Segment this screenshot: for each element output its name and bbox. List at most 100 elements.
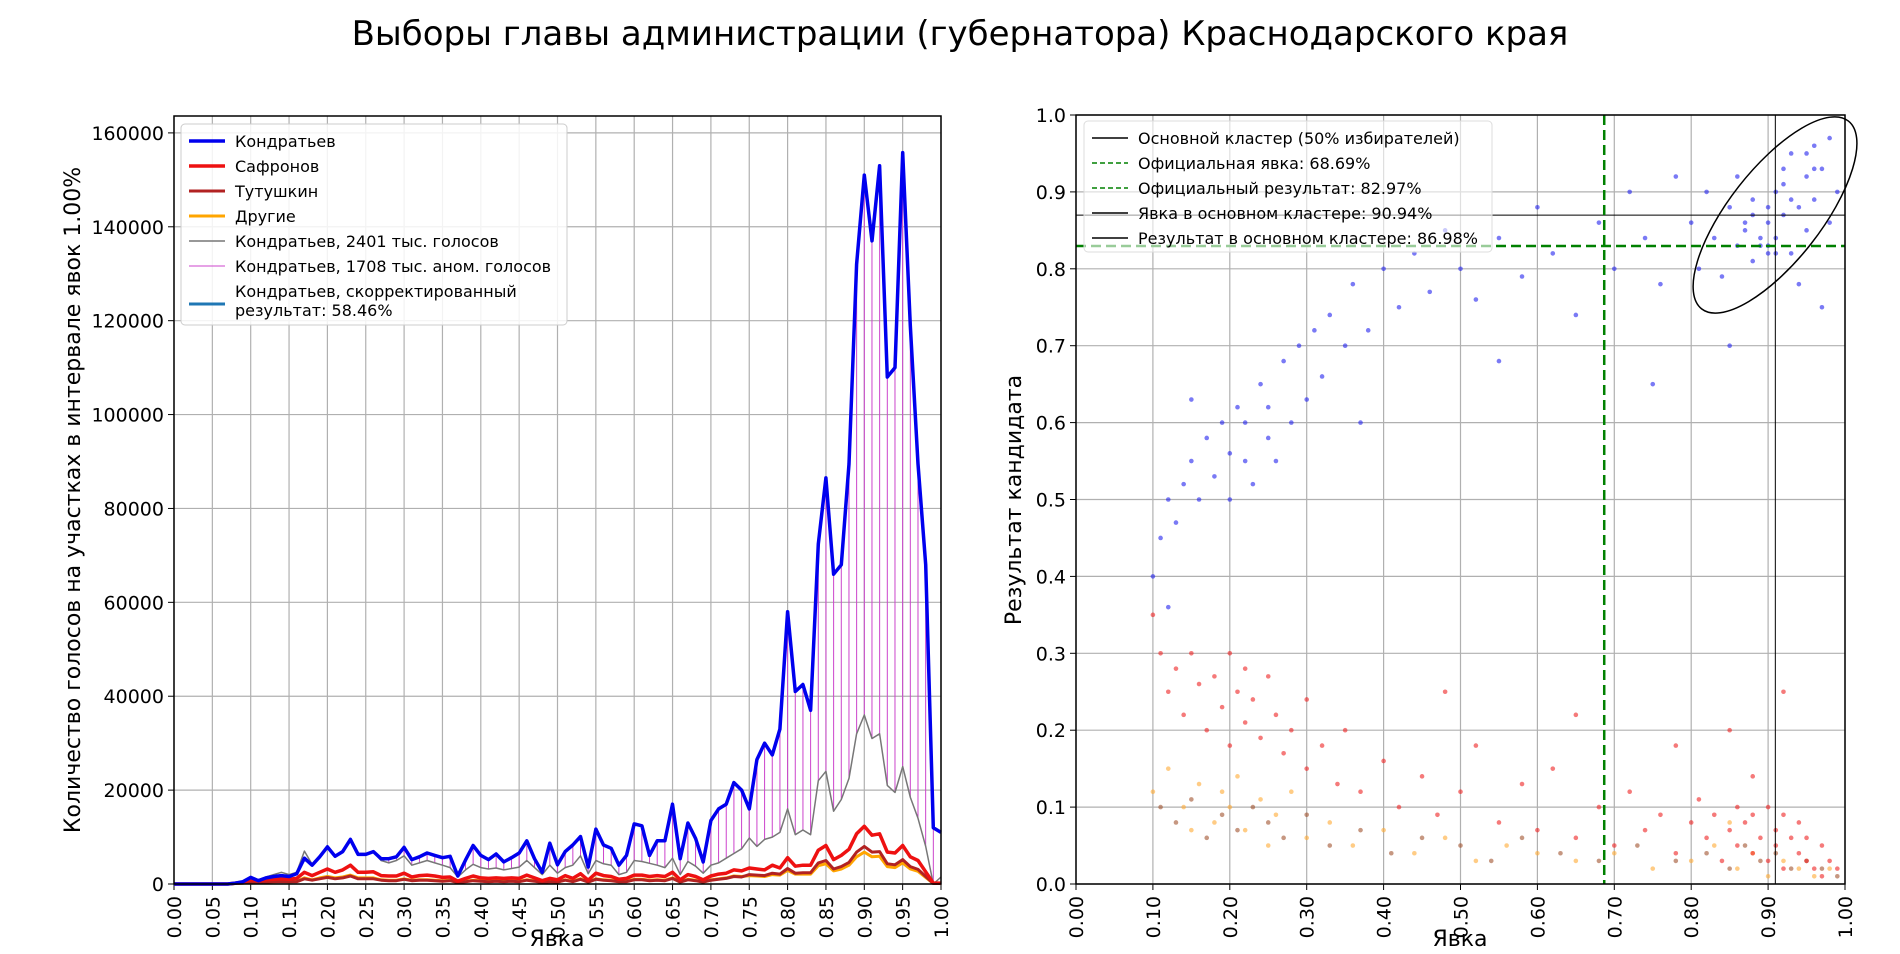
y-tick-label: 80000 (104, 498, 164, 520)
x-tick-label: 0.55 (586, 896, 608, 938)
y-tick-label: 160000 (91, 123, 164, 145)
y-tick-label: 0.3 (1036, 643, 1066, 665)
scatter-point (1381, 266, 1386, 272)
scatter-point (1189, 651, 1194, 656)
scatter-point (1304, 397, 1309, 402)
x-tick-label: 0.15 (279, 896, 301, 938)
scatter-point (1281, 835, 1286, 841)
x-tick-label: 1.00 (931, 896, 953, 938)
scatter-point (1273, 812, 1279, 818)
scatter-point (1258, 797, 1263, 802)
scatter-point (1358, 827, 1363, 833)
y-tick-label: 20000 (104, 780, 164, 802)
scatter-point (1396, 304, 1402, 310)
scatter-point (1650, 866, 1656, 871)
scatter-point (1804, 174, 1809, 179)
legend-label: Сафронов (235, 157, 319, 176)
scatter-point (1289, 727, 1294, 733)
scatter-point (1212, 474, 1217, 479)
scatter-point (1442, 689, 1448, 695)
scatter-point (1204, 835, 1210, 841)
left-y-axis-label: Количество голосов на участках в интерва… (61, 167, 86, 833)
x-tick-label: 0.70 (1604, 896, 1626, 938)
scatter-point (1758, 235, 1763, 241)
scatter-point (1350, 281, 1356, 287)
x-tick-label: 0.00 (164, 896, 186, 938)
scatter-point (1596, 804, 1602, 810)
scatter-point (1719, 858, 1725, 864)
series-line (174, 824, 941, 886)
scatter-point (1519, 835, 1525, 841)
scatter-point (1704, 850, 1709, 856)
x-tick-label: 0.30 (1297, 896, 1319, 938)
x-tick-label: 0.20 (317, 896, 339, 938)
scatter-point (1835, 189, 1840, 195)
scatter-point (1727, 727, 1732, 733)
legend-label: Официальная явка: 68.69% (1138, 154, 1370, 173)
scatter-point (1473, 743, 1479, 748)
scatter-point (1273, 712, 1279, 718)
scatter-point (1342, 727, 1348, 733)
scatter-point (1750, 258, 1756, 264)
scatter-point (1219, 789, 1225, 795)
scatter-point (1150, 612, 1156, 618)
series-line (174, 844, 941, 886)
scatter-point (1642, 235, 1648, 241)
scatter-point (1250, 481, 1256, 487)
legend-label: результат: 58.46% (235, 301, 393, 320)
scatter-point (1412, 850, 1417, 856)
scatter-point (1189, 397, 1194, 402)
scatter-point (1396, 804, 1402, 810)
scatter-point (1381, 758, 1386, 764)
scatter-point (1788, 197, 1794, 202)
scatter-point (1765, 874, 1771, 879)
scatter-point (1304, 697, 1309, 702)
scatter-chart: 0.00 0.10 0.20 0.30 0.40 0.50 0.60 0.70 0.80 0.90… (1036, 105, 1858, 938)
scatter-point (1788, 251, 1794, 256)
scatter-point (1173, 820, 1179, 825)
scatter-point (1742, 820, 1748, 825)
scatter-point (1165, 497, 1171, 502)
x-tick-label: 0.70 (701, 896, 723, 938)
scatter-point (1265, 843, 1271, 848)
scatter-point (1289, 789, 1294, 795)
x-tick-label: 0.90 (1758, 896, 1780, 938)
scatter-point (1189, 458, 1194, 464)
scatter-point (1758, 835, 1763, 841)
scatter-point (1242, 420, 1248, 425)
scatter-point (1212, 674, 1217, 679)
scatter-point (1358, 789, 1363, 795)
scatter-point (1250, 697, 1256, 702)
scatter-point (1550, 251, 1556, 256)
scatter-point (1796, 820, 1802, 825)
scatter-point (1827, 220, 1832, 225)
scatter-point (1165, 766, 1171, 771)
scatter-point (1811, 143, 1817, 149)
plot-frame (173, 115, 942, 885)
x-tick-label: 0.20 (1220, 896, 1242, 938)
scatter-point (1804, 835, 1809, 841)
x-tick-label: 0.05 (202, 896, 224, 938)
scatter-point (1296, 343, 1302, 349)
scatter-point (1165, 689, 1171, 695)
scatter-point (1596, 220, 1602, 225)
scatter-point (1727, 820, 1732, 825)
scatter-point (1319, 374, 1325, 379)
scatter-point (1335, 781, 1340, 787)
x-tick-label: 0.50 (548, 896, 570, 938)
scatter-point (1442, 835, 1448, 841)
scatter-point (1458, 789, 1463, 795)
scatter-point (1688, 220, 1694, 225)
scatter-point (1796, 866, 1802, 871)
scatter-point (1765, 204, 1771, 210)
scatter-point (1835, 874, 1840, 879)
scatter-point (1781, 689, 1786, 695)
scatter-point (1573, 712, 1579, 718)
scatter-point (1673, 850, 1679, 856)
scatter-point (1673, 174, 1679, 179)
scatter-point (1750, 774, 1756, 779)
scatter-point (1235, 404, 1240, 410)
scatter-point (1204, 727, 1210, 733)
scatter-point (1558, 850, 1563, 856)
